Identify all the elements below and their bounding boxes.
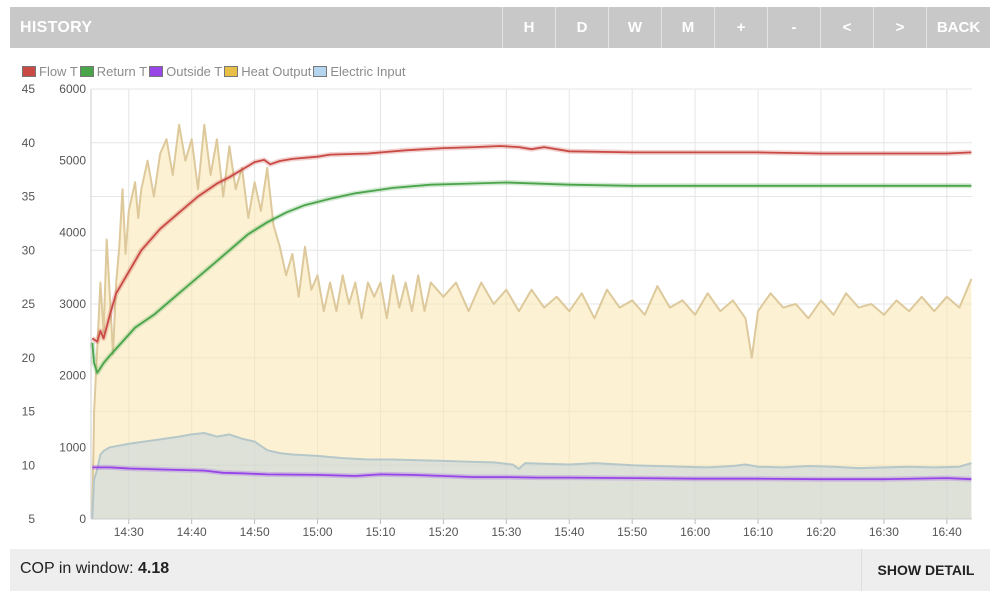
- series-line-electric-input: [91, 432, 972, 520]
- legend-label-electric-input: Electric Input: [330, 63, 406, 79]
- chart-legend: Flow T Return T Outside T Heat Output El…: [22, 62, 408, 80]
- series-line-return-t: [91, 181, 972, 374]
- zoom-in-button[interactable]: +: [714, 7, 767, 48]
- legend-swatch-heat-output: [224, 65, 239, 77]
- y-left-tick-label: 30: [22, 243, 36, 257]
- show-detail-button[interactable]: SHOW DETAIL: [861, 549, 990, 591]
- chart-areas: [91, 123, 973, 520]
- legend-swatch-flow-t: [22, 65, 36, 77]
- x-tick-label: 15:30: [491, 525, 521, 539]
- x-tick-label: 15:20: [428, 525, 458, 539]
- y-right-tick-label: 0: [79, 512, 86, 526]
- x-tick-label: 15:00: [303, 525, 333, 539]
- x-tick-label: 14:30: [114, 525, 144, 539]
- x-tick-label: 14:50: [240, 525, 270, 539]
- y-right-tick-label: 2000: [59, 369, 86, 383]
- x-tick-label: 15:10: [365, 525, 395, 539]
- legend-item-flow-t[interactable]: Flow T: [22, 64, 78, 79]
- x-tick-label: 15:40: [554, 525, 584, 539]
- x-tick-label: 16:10: [743, 525, 773, 539]
- hour-view-button[interactable]: H: [502, 7, 555, 48]
- legend-label-heat-output: Heat Output: [241, 63, 312, 79]
- legend-item-electric-input[interactable]: Electric Input: [313, 63, 406, 79]
- y-left-tick-label: 40: [22, 136, 36, 150]
- week-view-button[interactable]: W: [608, 7, 661, 48]
- legend-label-return-t: Return T: [96, 63, 148, 79]
- legend-item-outside-t[interactable]: Outside T: [149, 64, 222, 79]
- series-line-outside-t: [92, 466, 972, 481]
- legend-item-heat-output[interactable]: Heat Output: [224, 64, 311, 79]
- y-left-tick-label: 20: [22, 351, 36, 365]
- y-left-tick-label: 10: [22, 458, 36, 472]
- month-view-button[interactable]: M: [661, 7, 714, 48]
- y-left-tick-label: 45: [22, 82, 36, 96]
- page-title: HISTORY: [20, 19, 93, 36]
- x-tick-label: 16:30: [869, 525, 899, 539]
- cop-readout: COP in window: 4.18: [20, 549, 169, 589]
- day-view-button[interactable]: D: [555, 7, 608, 48]
- y-right-tick-label: 6000: [59, 82, 86, 96]
- y-left-tick-label: 15: [22, 405, 36, 419]
- legend-swatch-outside-t: [149, 65, 164, 77]
- pan-left-button[interactable]: <: [820, 7, 873, 48]
- area-electric-input: [92, 433, 972, 519]
- x-tick-label: 14:40: [177, 525, 207, 539]
- cop-value: 4.18: [137, 560, 170, 577]
- legend-item-return-t[interactable]: Return T: [79, 63, 148, 79]
- toolbar: H D W M + - < > BACK: [502, 7, 990, 48]
- pan-right-button[interactable]: >: [873, 7, 926, 48]
- x-tick-label: 15:50: [617, 525, 647, 539]
- area-heat-output: [92, 124, 972, 520]
- footer-bar: COP in window: 4.18 SHOW DETAIL: [10, 549, 990, 591]
- y-left-tick-label: 5: [28, 512, 35, 526]
- cop-label: COP in window:: [20, 560, 134, 577]
- y-right-tick-label: 5000: [59, 154, 86, 168]
- x-tick-label: 16:40: [932, 525, 962, 539]
- series-line-heat-output: [91, 123, 973, 520]
- legend-label-outside-t: Outside T: [166, 63, 223, 79]
- legend-swatch-return-t: [79, 65, 94, 77]
- chart-lines: [89, 143, 972, 482]
- y-right-tick-label: 3000: [59, 297, 86, 311]
- back-button[interactable]: BACK: [926, 7, 990, 48]
- x-tick-label: 16:20: [806, 525, 836, 539]
- chart-axes: 5 10 15 20 25 30 35 40 45 0 1000 2000 3000 4000 5000 60…: [22, 82, 972, 539]
- y-left-tick-label: 35: [22, 190, 36, 204]
- legend-label-flow-t: Flow T: [39, 63, 78, 79]
- zoom-out-button[interactable]: -: [767, 7, 820, 48]
- legend-swatch-electric-input: [313, 65, 328, 77]
- x-tick-label: 16:00: [680, 525, 710, 539]
- y-left-tick-label: 25: [22, 297, 36, 311]
- series-line-flow-t: [91, 145, 972, 343]
- y-right-tick-label: 1000: [59, 440, 86, 454]
- history-header: HISTORY H D W M + - < > BACK: [10, 7, 990, 48]
- history-chart[interactable]: 5 10 15 20 25 30 35 40 45 0 1000 2000 3000 4000 5000 60…: [0, 0, 1000, 545]
- y-right-tick-label: 4000: [59, 225, 86, 239]
